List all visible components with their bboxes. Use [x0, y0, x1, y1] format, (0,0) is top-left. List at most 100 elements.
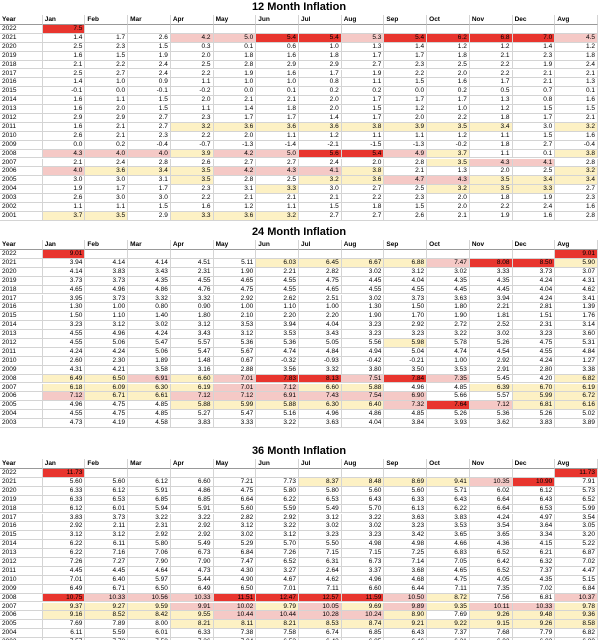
column-header: Aug: [341, 240, 385, 250]
value-cell: 5.15: [555, 575, 598, 585]
value-cell: 2.7: [341, 60, 385, 70]
value-cell: 5.91: [170, 504, 214, 514]
value-cell: 7.27: [85, 558, 129, 567]
value-cell: 4.14: [85, 258, 129, 268]
value-cell: 2.2: [341, 194, 385, 203]
value-cell: 2.8: [384, 158, 428, 168]
value-cell: 1.50: [384, 303, 428, 313]
value-cell: 4.24: [469, 513, 513, 523]
value-cell: 3.89: [555, 419, 598, 428]
value-cell: 10.11: [469, 602, 513, 612]
value-cell: 7.12: [213, 392, 257, 402]
value-cell: 6.02: [513, 638, 556, 640]
value-cell: 1.8: [469, 114, 513, 123]
value-cell: 2.0: [341, 158, 385, 168]
value-cell: 3.1: [213, 185, 257, 195]
value-cell: 9.78: [555, 602, 598, 612]
value-cell: 1.90: [213, 267, 257, 277]
value-cell: 1.5: [512, 131, 556, 141]
value-cell: 5.70: [341, 504, 385, 514]
value-cell: 0.80: [128, 303, 171, 313]
value-cell: 6.64: [469, 495, 513, 505]
value-cell: 3.43: [128, 267, 171, 277]
value-cell: 7.26: [256, 549, 299, 558]
value-cell: 3.73: [42, 276, 86, 286]
column-header: Apr: [170, 15, 214, 25]
value-cell: -0.7: [170, 140, 214, 150]
value-cell: 3.3: [256, 185, 299, 195]
value-cell: 10.35: [469, 477, 513, 487]
value-cell: 1.00: [427, 356, 470, 366]
value-cell: 1.7: [299, 69, 342, 79]
value-cell: 5.98: [384, 339, 428, 348]
value-cell: 3.94: [469, 294, 513, 304]
value-cell: 2.3: [512, 51, 556, 61]
value-cell: 7.16: [85, 549, 129, 558]
value-cell: 1.5: [299, 203, 342, 212]
value-cell: 6.40: [341, 401, 385, 411]
value-cell: 1.6: [42, 96, 86, 106]
year-cell: 2013: [0, 105, 43, 114]
year-cell: 2006: [0, 611, 43, 621]
value-cell: 3.9: [170, 149, 214, 159]
value-cell: 7.26: [171, 638, 214, 640]
value-cell: 1.7: [85, 185, 129, 195]
empty-cell: [341, 250, 385, 259]
value-cell: 3.83: [170, 419, 214, 428]
value-cell: 8.11: [213, 620, 257, 630]
column-header: Mar: [128, 15, 171, 25]
value-cell: 4.58: [128, 419, 171, 428]
value-cell: 7.15: [341, 549, 385, 558]
value-cell: 6.49: [42, 584, 86, 594]
value-cell: 2.2: [85, 60, 129, 70]
column-header: Oct: [427, 459, 470, 469]
value-cell: 1.27: [555, 356, 598, 366]
value-cell: 5.4: [299, 33, 342, 43]
value-cell: -0.2: [427, 140, 470, 150]
value-cell: 11.59: [341, 593, 385, 603]
value-cell: 4.76: [170, 285, 214, 295]
value-cell: 6.83: [427, 549, 470, 558]
value-cell: 3.02: [341, 267, 385, 277]
value-cell: 2.11: [85, 522, 129, 532]
value-cell: 1.0: [213, 78, 257, 88]
value-cell: 3.94: [256, 321, 299, 331]
value-cell: 0.1: [213, 42, 257, 52]
value-cell: 2.5: [170, 60, 214, 70]
value-cell: 2.51: [299, 294, 342, 304]
value-cell: 3.1: [128, 176, 171, 186]
value-cell: 5.99: [512, 392, 556, 402]
year-cell: 2012: [0, 558, 43, 567]
value-cell: 7.78: [85, 638, 129, 640]
value-cell: 3.53: [427, 522, 470, 532]
value-cell: 7.01: [256, 584, 299, 594]
table-title: 36 Month Inflation: [251, 445, 347, 457]
value-cell: 9.36: [555, 611, 598, 621]
value-cell: 3.22: [256, 522, 299, 532]
value-cell: -0.1: [128, 87, 171, 97]
value-cell: 1.2: [469, 42, 513, 52]
value-cell: 1.4: [299, 114, 342, 123]
value-cell: 2.1: [42, 158, 86, 168]
value-cell: 2.0: [299, 105, 342, 114]
value-cell: 1.1: [341, 78, 385, 88]
value-cell: 7.64: [427, 401, 470, 411]
value-cell: 3.05: [555, 522, 598, 532]
value-cell: 6.53: [299, 495, 342, 505]
value-cell: 10.37: [555, 593, 598, 603]
table-title: 24 Month Inflation: [251, 226, 347, 238]
value-cell: 1.3: [341, 42, 385, 52]
value-cell: -0.2: [170, 87, 214, 97]
value-cell: 1.8: [213, 51, 257, 61]
value-cell: 9.26: [512, 620, 556, 630]
value-cell: 3.0: [512, 122, 556, 132]
value-cell: 5.80: [128, 540, 171, 550]
value-cell: 2.20: [256, 312, 299, 322]
value-cell: 4.65: [299, 285, 342, 295]
value-cell: 2.64: [299, 566, 342, 576]
value-cell: 2.21: [256, 267, 299, 277]
value-cell: 6.73: [170, 549, 214, 558]
value-cell: 4.64: [128, 566, 171, 576]
value-cell: 5.94: [128, 504, 171, 514]
value-cell: 3.73: [512, 267, 556, 277]
